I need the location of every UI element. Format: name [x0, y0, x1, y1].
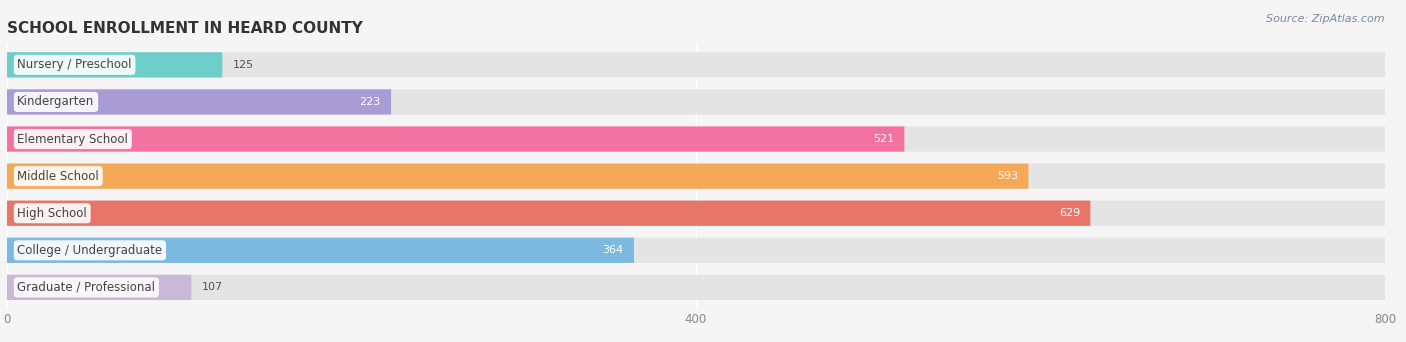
Text: Nursery / Preschool: Nursery / Preschool: [17, 58, 132, 71]
Text: 223: 223: [360, 97, 381, 107]
Text: 107: 107: [201, 282, 222, 292]
FancyBboxPatch shape: [7, 201, 1091, 226]
Text: Source: ZipAtlas.com: Source: ZipAtlas.com: [1267, 14, 1385, 24]
FancyBboxPatch shape: [7, 89, 391, 115]
FancyBboxPatch shape: [7, 238, 634, 263]
Text: High School: High School: [17, 207, 87, 220]
FancyBboxPatch shape: [7, 127, 1385, 152]
FancyBboxPatch shape: [7, 52, 222, 78]
Text: 521: 521: [873, 134, 894, 144]
FancyBboxPatch shape: [7, 238, 1385, 263]
Text: Graduate / Professional: Graduate / Professional: [17, 281, 156, 294]
FancyBboxPatch shape: [7, 163, 1028, 189]
FancyBboxPatch shape: [7, 275, 191, 300]
FancyBboxPatch shape: [7, 163, 1385, 189]
Text: Middle School: Middle School: [17, 170, 98, 183]
Text: 629: 629: [1059, 208, 1080, 218]
FancyBboxPatch shape: [7, 127, 904, 152]
Text: Kindergarten: Kindergarten: [17, 95, 94, 108]
FancyBboxPatch shape: [7, 201, 1385, 226]
Text: Elementary School: Elementary School: [17, 133, 128, 146]
Text: 593: 593: [997, 171, 1018, 181]
Text: SCHOOL ENROLLMENT IN HEARD COUNTY: SCHOOL ENROLLMENT IN HEARD COUNTY: [7, 21, 363, 36]
FancyBboxPatch shape: [7, 275, 1385, 300]
Text: 364: 364: [603, 245, 624, 255]
FancyBboxPatch shape: [7, 52, 1385, 78]
Text: College / Undergraduate: College / Undergraduate: [17, 244, 163, 257]
Text: 125: 125: [232, 60, 253, 70]
FancyBboxPatch shape: [7, 89, 1385, 115]
